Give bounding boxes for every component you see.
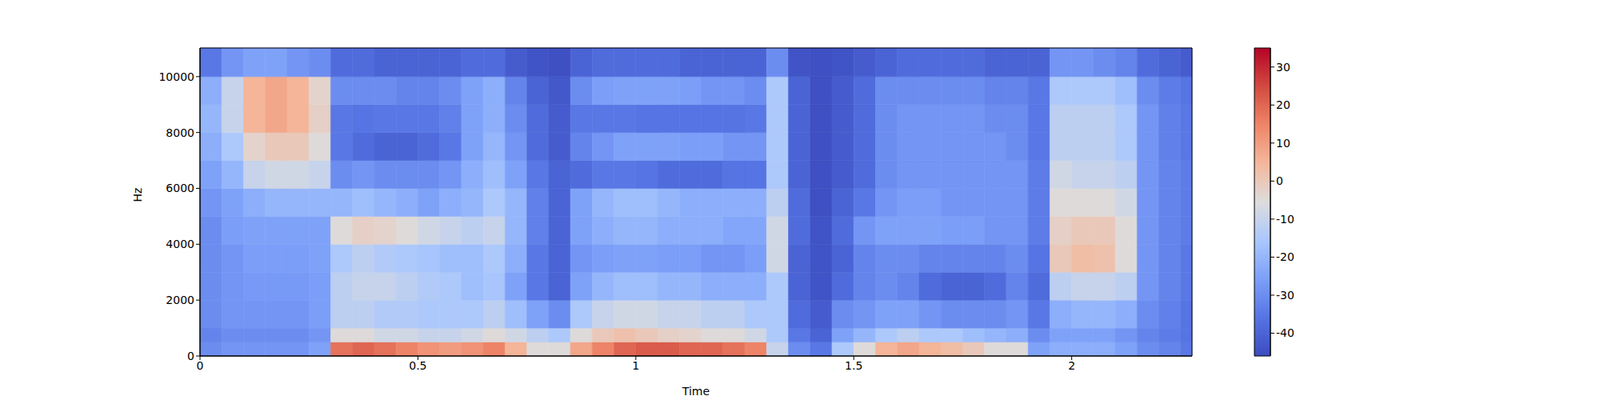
svg-text:0: 0 bbox=[187, 349, 195, 363]
svg-text:0: 0 bbox=[196, 359, 204, 372]
svg-text:0.5: 0.5 bbox=[408, 359, 427, 372]
svg-text:20: 20 bbox=[1276, 98, 1291, 112]
svg-text:10000: 10000 bbox=[158, 70, 195, 84]
svg-text:-30: -30 bbox=[1276, 288, 1295, 302]
svg-text:4000: 4000 bbox=[165, 237, 195, 251]
svg-text:-10: -10 bbox=[1276, 212, 1295, 226]
svg-text:0: 0 bbox=[1276, 174, 1284, 188]
svg-text:2000: 2000 bbox=[165, 293, 195, 307]
svg-text:Time: Time bbox=[681, 384, 710, 398]
svg-text:1: 1 bbox=[632, 359, 640, 372]
svg-text:-40: -40 bbox=[1276, 326, 1295, 340]
svg-text:10: 10 bbox=[1276, 136, 1291, 150]
svg-text:2: 2 bbox=[1068, 359, 1076, 372]
svg-text:1.5: 1.5 bbox=[844, 359, 863, 372]
svg-text:-20: -20 bbox=[1276, 250, 1295, 264]
svg-text:30: 30 bbox=[1276, 60, 1291, 74]
svg-text:8000: 8000 bbox=[165, 126, 195, 140]
svg-text:Hz: Hz bbox=[131, 188, 144, 203]
svg-text:6000: 6000 bbox=[165, 181, 195, 195]
